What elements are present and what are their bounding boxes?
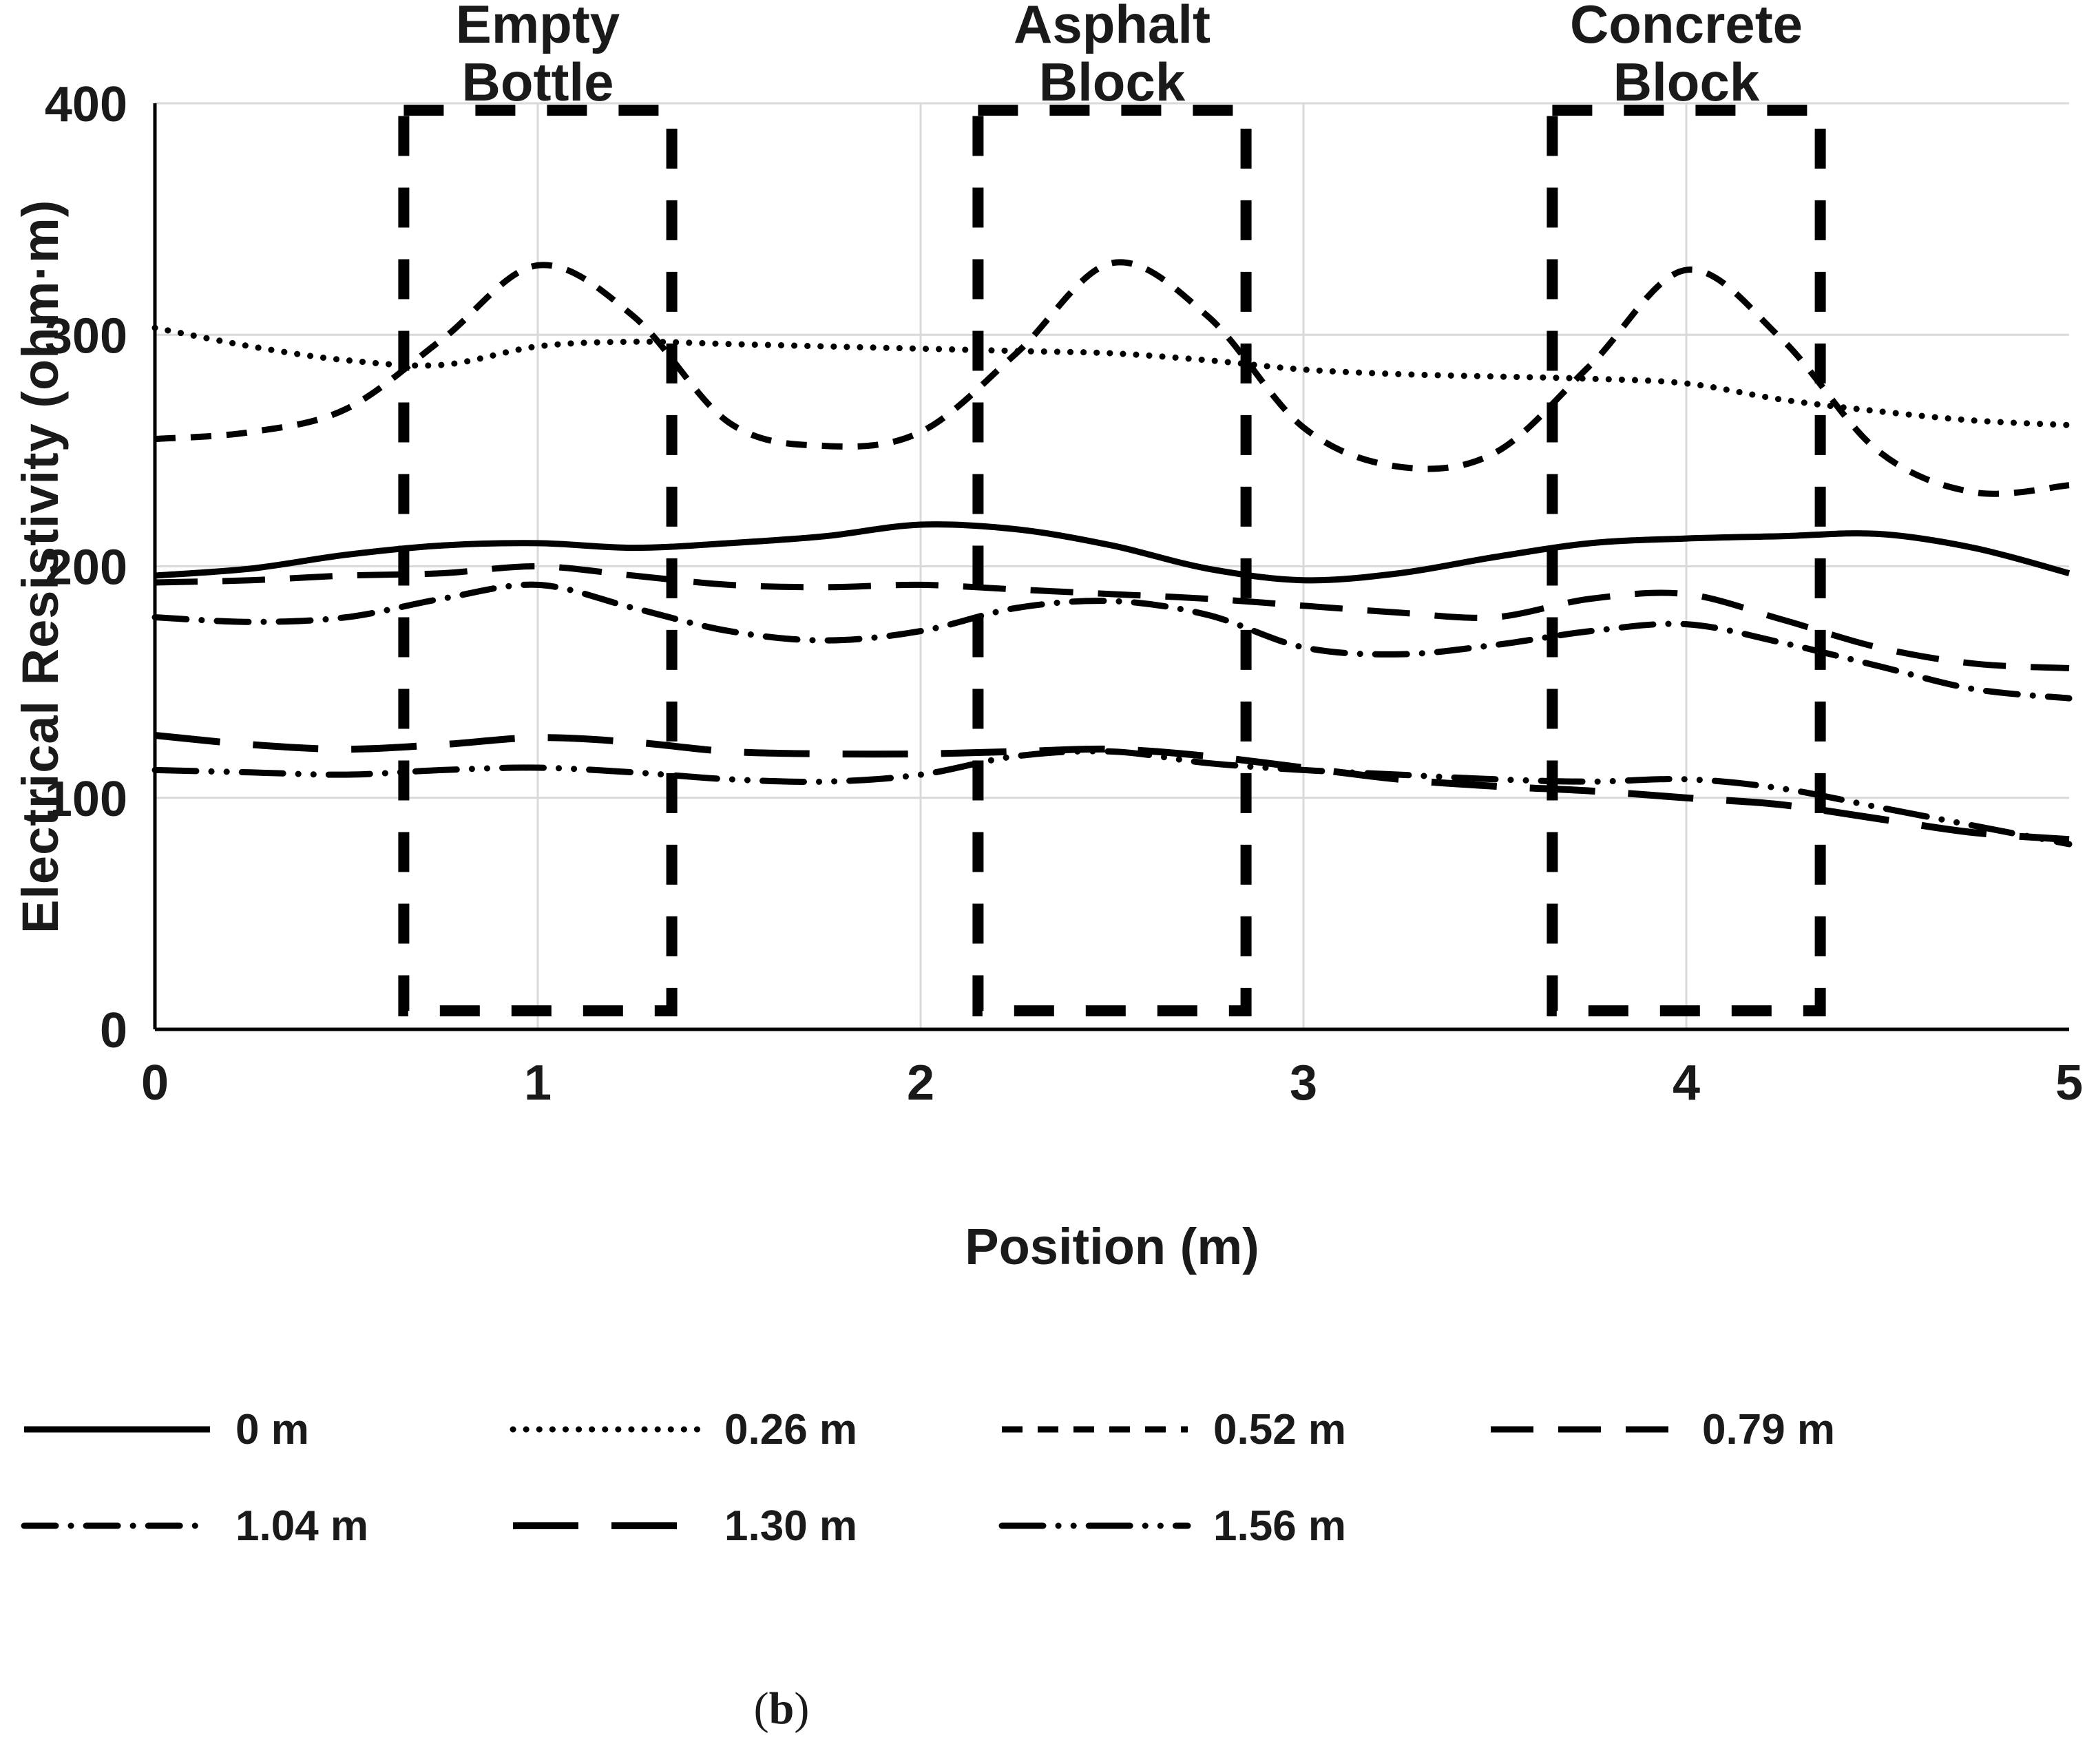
y-tick-label: 100 [45, 772, 127, 827]
annotation-label-concrete-block: Concrete [1570, 0, 1803, 54]
annotation-label-asphalt-block: Asphalt [1014, 0, 1211, 54]
caption-open-paren: ( [753, 1683, 769, 1734]
legend-item-1-04-m: 1.04 m [21, 1501, 368, 1551]
series-line-1-04-m [151, 581, 2073, 702]
legend-item-0-m: 0 m [21, 1405, 309, 1454]
legend-label: 1.30 m [724, 1502, 858, 1550]
series-line-0-26-m [151, 324, 2073, 428]
dotted-line-sample-icon [510, 1426, 702, 1433]
legend-label: 0.52 m [1213, 1405, 1347, 1453]
legend-item-1-30-m: 1.30 m [510, 1501, 857, 1551]
legend-label: 1.04 m [235, 1502, 369, 1550]
legend-item-0-26-m: 0.26 m [510, 1405, 857, 1454]
y-axis-title: Electrical Resistivity (ohm·m) [12, 199, 69, 934]
legend-item-0-79-m: 0.79 m [1487, 1405, 1835, 1454]
x-tick-label: 1 [524, 1056, 552, 1111]
xlongdash-line-sample-icon [513, 1522, 699, 1529]
figure-caption: (b) [678, 1683, 885, 1735]
annotation-label-concrete-block: Block [1613, 52, 1760, 112]
dashdotdot-line-sample-icon [998, 1522, 1191, 1529]
series-line-1-56-m [151, 748, 2073, 848]
x-axis-title: Position (m) [965, 1218, 1259, 1275]
dashdot-line-sample-icon [21, 1522, 213, 1529]
annotation-box-concrete-block [1547, 105, 1826, 1017]
annotation-label-asphalt-block: Block [1039, 52, 1186, 112]
caption-close-paren: ) [794, 1683, 810, 1734]
annotation-box-empty-bottle [398, 105, 678, 1017]
dashed-line-sample-icon [1002, 1426, 1188, 1433]
legend-label: 0.79 m [1702, 1405, 1836, 1453]
series-line-0-m [154, 521, 2071, 584]
legend-item-0-52-m: 0.52 m [998, 1405, 1346, 1454]
caption-letter: b [768, 1683, 795, 1734]
annotation-box-asphalt-block [972, 105, 1252, 1017]
y-tick-label: 300 [45, 308, 127, 364]
legend: 0 m 0.26 m 0.52 m 0.79 m 1.04 m 1.30 m 1.56 m [0, 1405, 2096, 1625]
series-line-0-79-m [154, 563, 2070, 671]
x-tick-label: 5 [2055, 1056, 2083, 1111]
x-tick-label: 3 [1290, 1056, 1317, 1111]
y-tick-label: 400 [45, 77, 127, 132]
annotation-label-empty-bottle: Bottle [462, 52, 614, 112]
y-tick-label: 0 [100, 1003, 127, 1058]
longdash-line-sample-icon [1491, 1426, 1677, 1433]
y-tick-label: 200 [45, 540, 127, 596]
legend-label: 1.56 m [1213, 1502, 1347, 1550]
annotation-label-empty-bottle: Empty [456, 0, 620, 54]
solid-line-sample-icon [24, 1426, 210, 1433]
x-tick-label: 2 [907, 1056, 934, 1111]
legend-item-1-56-m: 1.56 m [998, 1501, 1346, 1551]
series-line-0-52-m [154, 259, 2070, 497]
x-tick-label: 0 [141, 1056, 169, 1111]
x-tick-label: 4 [1673, 1056, 1700, 1111]
legend-label: 0 m [235, 1405, 309, 1453]
series-line-1-30-m [154, 732, 2070, 843]
legend-label: 0.26 m [724, 1405, 858, 1453]
